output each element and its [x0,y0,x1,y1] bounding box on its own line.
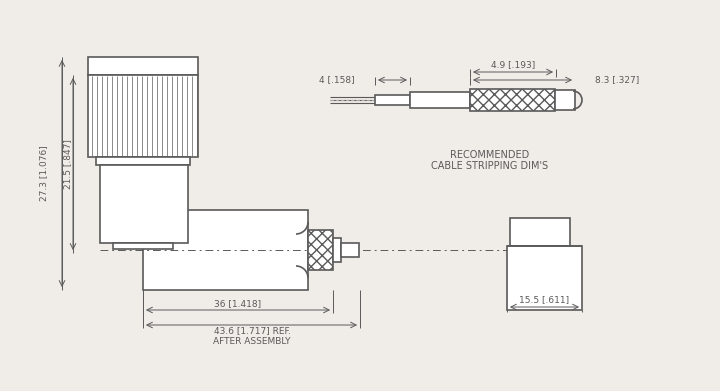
Bar [507,246,582,310]
Bar [113,243,173,249]
Bar [470,89,555,111]
Text: 43.6 [1.717] REF.: 43.6 [1.717] REF. [214,326,290,335]
Text: AFTER ASSEMBLY: AFTER ASSEMBLY [213,337,291,346]
Text: RECOMMENDED: RECOMMENDED [451,150,530,160]
Bar [100,165,188,243]
Bar [308,230,333,270]
Bar [96,157,190,165]
Bar [88,57,198,75]
Text: 8.3 [.327]: 8.3 [.327] [595,75,639,84]
Text: CABLE STRIPPING DIM'S: CABLE STRIPPING DIM'S [431,161,549,171]
Bar [333,238,341,262]
Text: 4 [.158]: 4 [.158] [320,75,355,84]
Text: 27.3 [1.076]: 27.3 [1.076] [40,145,48,201]
Bar [143,210,308,290]
Text: 4.9 [.193]: 4.9 [.193] [491,61,535,70]
Bar [510,218,570,246]
Bar [410,92,470,108]
Bar [88,75,198,157]
Text: 36 [1.418]: 36 [1.418] [215,300,261,308]
Bar [555,90,575,110]
Text: 21.5 [.847]: 21.5 [.847] [63,139,73,189]
Bar [341,243,359,257]
Text: 15.5 [.611]: 15.5 [.611] [519,296,570,305]
Bar [375,95,410,105]
